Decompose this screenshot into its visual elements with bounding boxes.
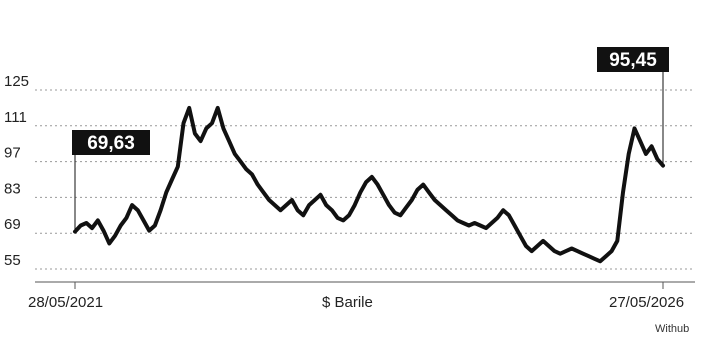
callouts: 69,63 95,45 [72, 47, 669, 232]
callout-label: 69,63 [87, 133, 135, 154]
grid [35, 89, 695, 270]
callout-box [597, 47, 669, 72]
x-end-label: 27/05/2026 [609, 294, 684, 311]
x-start-label: 28/05/2021 [28, 294, 103, 311]
callout-end: 95,45 [597, 47, 669, 166]
x-axis-label: $ Barile [322, 294, 373, 311]
y-tick-label: 125 [4, 73, 29, 90]
y-tick-label: 69 [4, 216, 21, 233]
y-tick-label: 111 [4, 109, 27, 126]
y-axis: 125 111 97 83 69 55 [4, 73, 29, 269]
callout-box [72, 130, 150, 155]
callout-label: 95,45 [609, 50, 657, 71]
y-tick-label: 55 [4, 252, 21, 269]
y-tick-label: 83 [4, 180, 21, 197]
y-tick-label: 97 [4, 145, 21, 162]
series-line [73, 105, 665, 264]
callout-start: 69,63 [72, 130, 150, 232]
source-label: Withub [655, 323, 689, 335]
